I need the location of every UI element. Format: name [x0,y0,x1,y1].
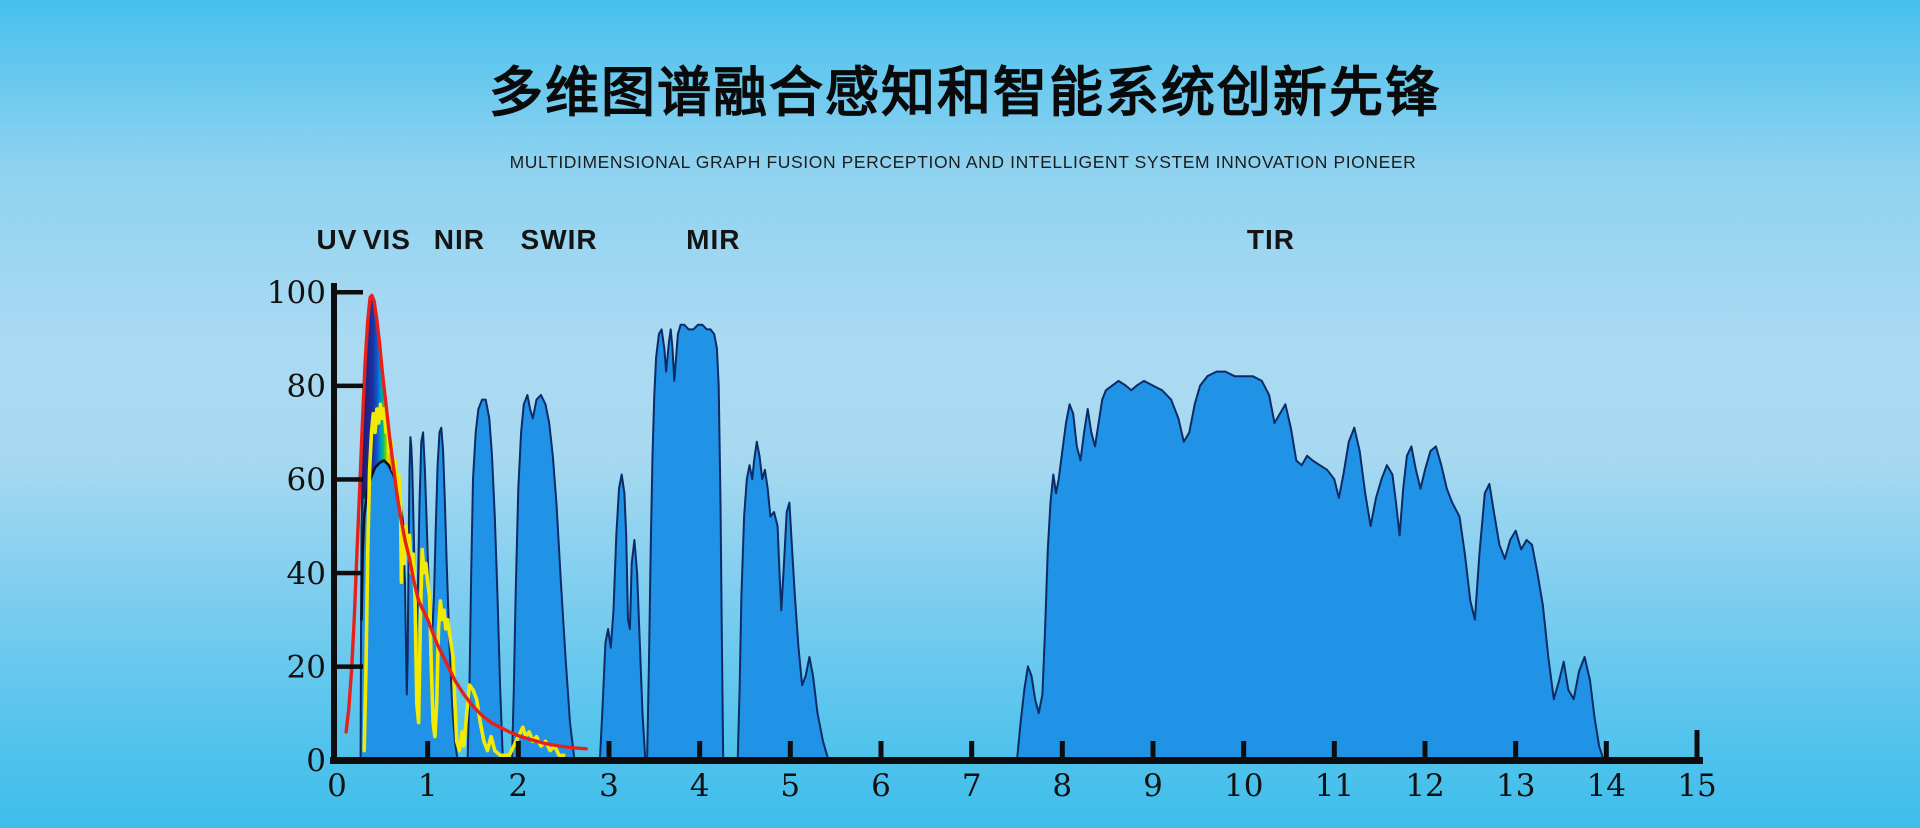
x-tick-label-12: 12 [1405,768,1444,804]
band-label-vis: VIS [363,224,411,255]
x-tick-11 [1331,741,1337,757]
x-tick-label-0: 0 [327,768,347,804]
y-tick-100 [337,290,363,295]
transmission-window-3 [598,473,647,761]
x-tick-12 [1422,741,1428,757]
y-tick-20 [337,664,363,669]
x-tick-label-14: 14 [1587,768,1626,804]
y-tick-label-80: 80 [287,369,326,405]
transmission-window-1 [466,398,504,761]
transmission-window-6 [1016,370,1605,761]
x-tick-label-1: 1 [418,768,438,804]
x-tick-label-11: 11 [1315,768,1354,804]
x-tick-14 [1603,741,1609,757]
y-tick-label-60: 60 [287,462,326,498]
x-tick-15 [1694,730,1700,757]
x-tick-label-5: 5 [780,768,800,804]
x-tick-8 [1059,741,1065,757]
x-tick-13 [1513,741,1519,757]
band-label-swir: SWIR [521,224,598,255]
x-tick-label-15: 15 [1677,768,1716,804]
y-tick-40 [337,570,363,576]
y-tick-label-40: 40 [287,556,326,592]
x-tick-5 [787,741,793,757]
band-label-uv: UV [317,224,358,255]
band-label-nir: NIR [434,224,485,255]
x-tick-6 [878,741,884,757]
x-tick-3 [606,741,612,757]
y-tick-60 [337,477,363,482]
x-tick-1 [425,741,431,757]
x-tick-2 [515,741,521,757]
x-tick-label-2: 2 [508,768,528,804]
transmission-window-2 [511,394,576,761]
x-tick-label-7: 7 [962,768,982,804]
x-tick-label-4: 4 [690,768,710,804]
y-axis-line [331,283,337,764]
band-label-tir: TIR [1247,224,1295,255]
x-tick-9 [1150,741,1156,757]
page-title: 多维图谱融合感知和智能系统创新先锋 [489,63,1441,123]
x-tick-label-6: 6 [871,768,891,804]
x-tick-label-8: 8 [1052,768,1072,804]
x-tick-label-13: 13 [1496,768,1535,804]
y-tick-label-20: 20 [287,649,326,685]
y-tick-label-100: 100 [267,275,326,311]
x-tick-label-9: 9 [1143,768,1163,804]
page-subtitle: MULTIDIMENSIONAL GRAPH FUSION PERCEPTION… [509,152,1417,172]
x-tick-label-10: 10 [1224,768,1263,804]
transmission-window-0 [359,426,459,761]
x-tick-10 [1241,741,1247,757]
x-tick-4 [697,741,703,757]
x-tick-7 [969,741,975,757]
transmission-window-5 [736,440,830,761]
y-tick-80 [337,383,363,389]
x-tick-label-3: 3 [599,768,619,804]
y-tick-label-0: 0 [306,743,326,779]
band-label-mir: MIR [686,224,740,255]
x-axis-line [330,757,1703,764]
transmission-window-4 [646,323,725,761]
solar-blackbody-envelope [344,293,588,751]
